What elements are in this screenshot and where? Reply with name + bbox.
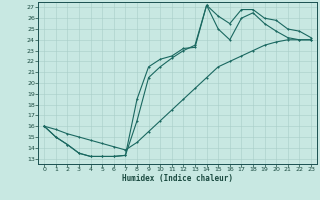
X-axis label: Humidex (Indice chaleur): Humidex (Indice chaleur)	[122, 174, 233, 183]
